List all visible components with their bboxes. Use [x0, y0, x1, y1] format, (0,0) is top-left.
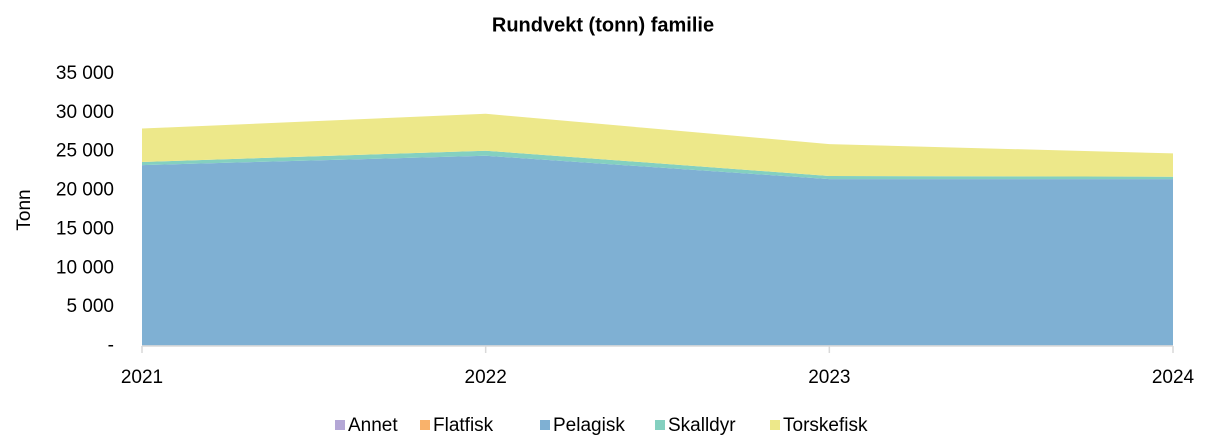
y-tick-label: 10 000 [56, 257, 114, 278]
area [142, 155, 1173, 346]
y-tick-label: 25 000 [56, 141, 114, 162]
y-tick-label: 35 000 [56, 63, 114, 84]
legend-swatch [335, 420, 345, 430]
y-tick-label: - [108, 335, 114, 356]
x-tick-label: 2022 [465, 367, 507, 388]
y-tick-label: 15 000 [56, 218, 114, 239]
legend-label: Flatfisk [433, 415, 494, 436]
legend-label: Torskefisk [783, 415, 868, 436]
legend-label: Annet [348, 415, 398, 436]
legend-swatch [420, 420, 430, 430]
y-tick-label: 30 000 [56, 102, 114, 123]
x-tick-label: 2024 [1152, 367, 1195, 388]
legend-label: Pelagisk [553, 415, 625, 436]
y-axis-label: Tonn [14, 189, 35, 230]
y-tick-label: 20 000 [56, 180, 114, 201]
x-tick-label: 2023 [808, 367, 850, 388]
chart-title: Rundvekt (tonn) familie [492, 14, 714, 36]
area [142, 150, 1173, 180]
legend-swatch [655, 420, 665, 430]
legend-label: Skalldyr [668, 415, 736, 436]
area [142, 113, 1173, 177]
legend-swatch [540, 420, 550, 430]
y-tick-label: 5 000 [66, 296, 114, 317]
legend-swatch [770, 420, 780, 430]
x-tick-label: 2021 [121, 367, 163, 388]
